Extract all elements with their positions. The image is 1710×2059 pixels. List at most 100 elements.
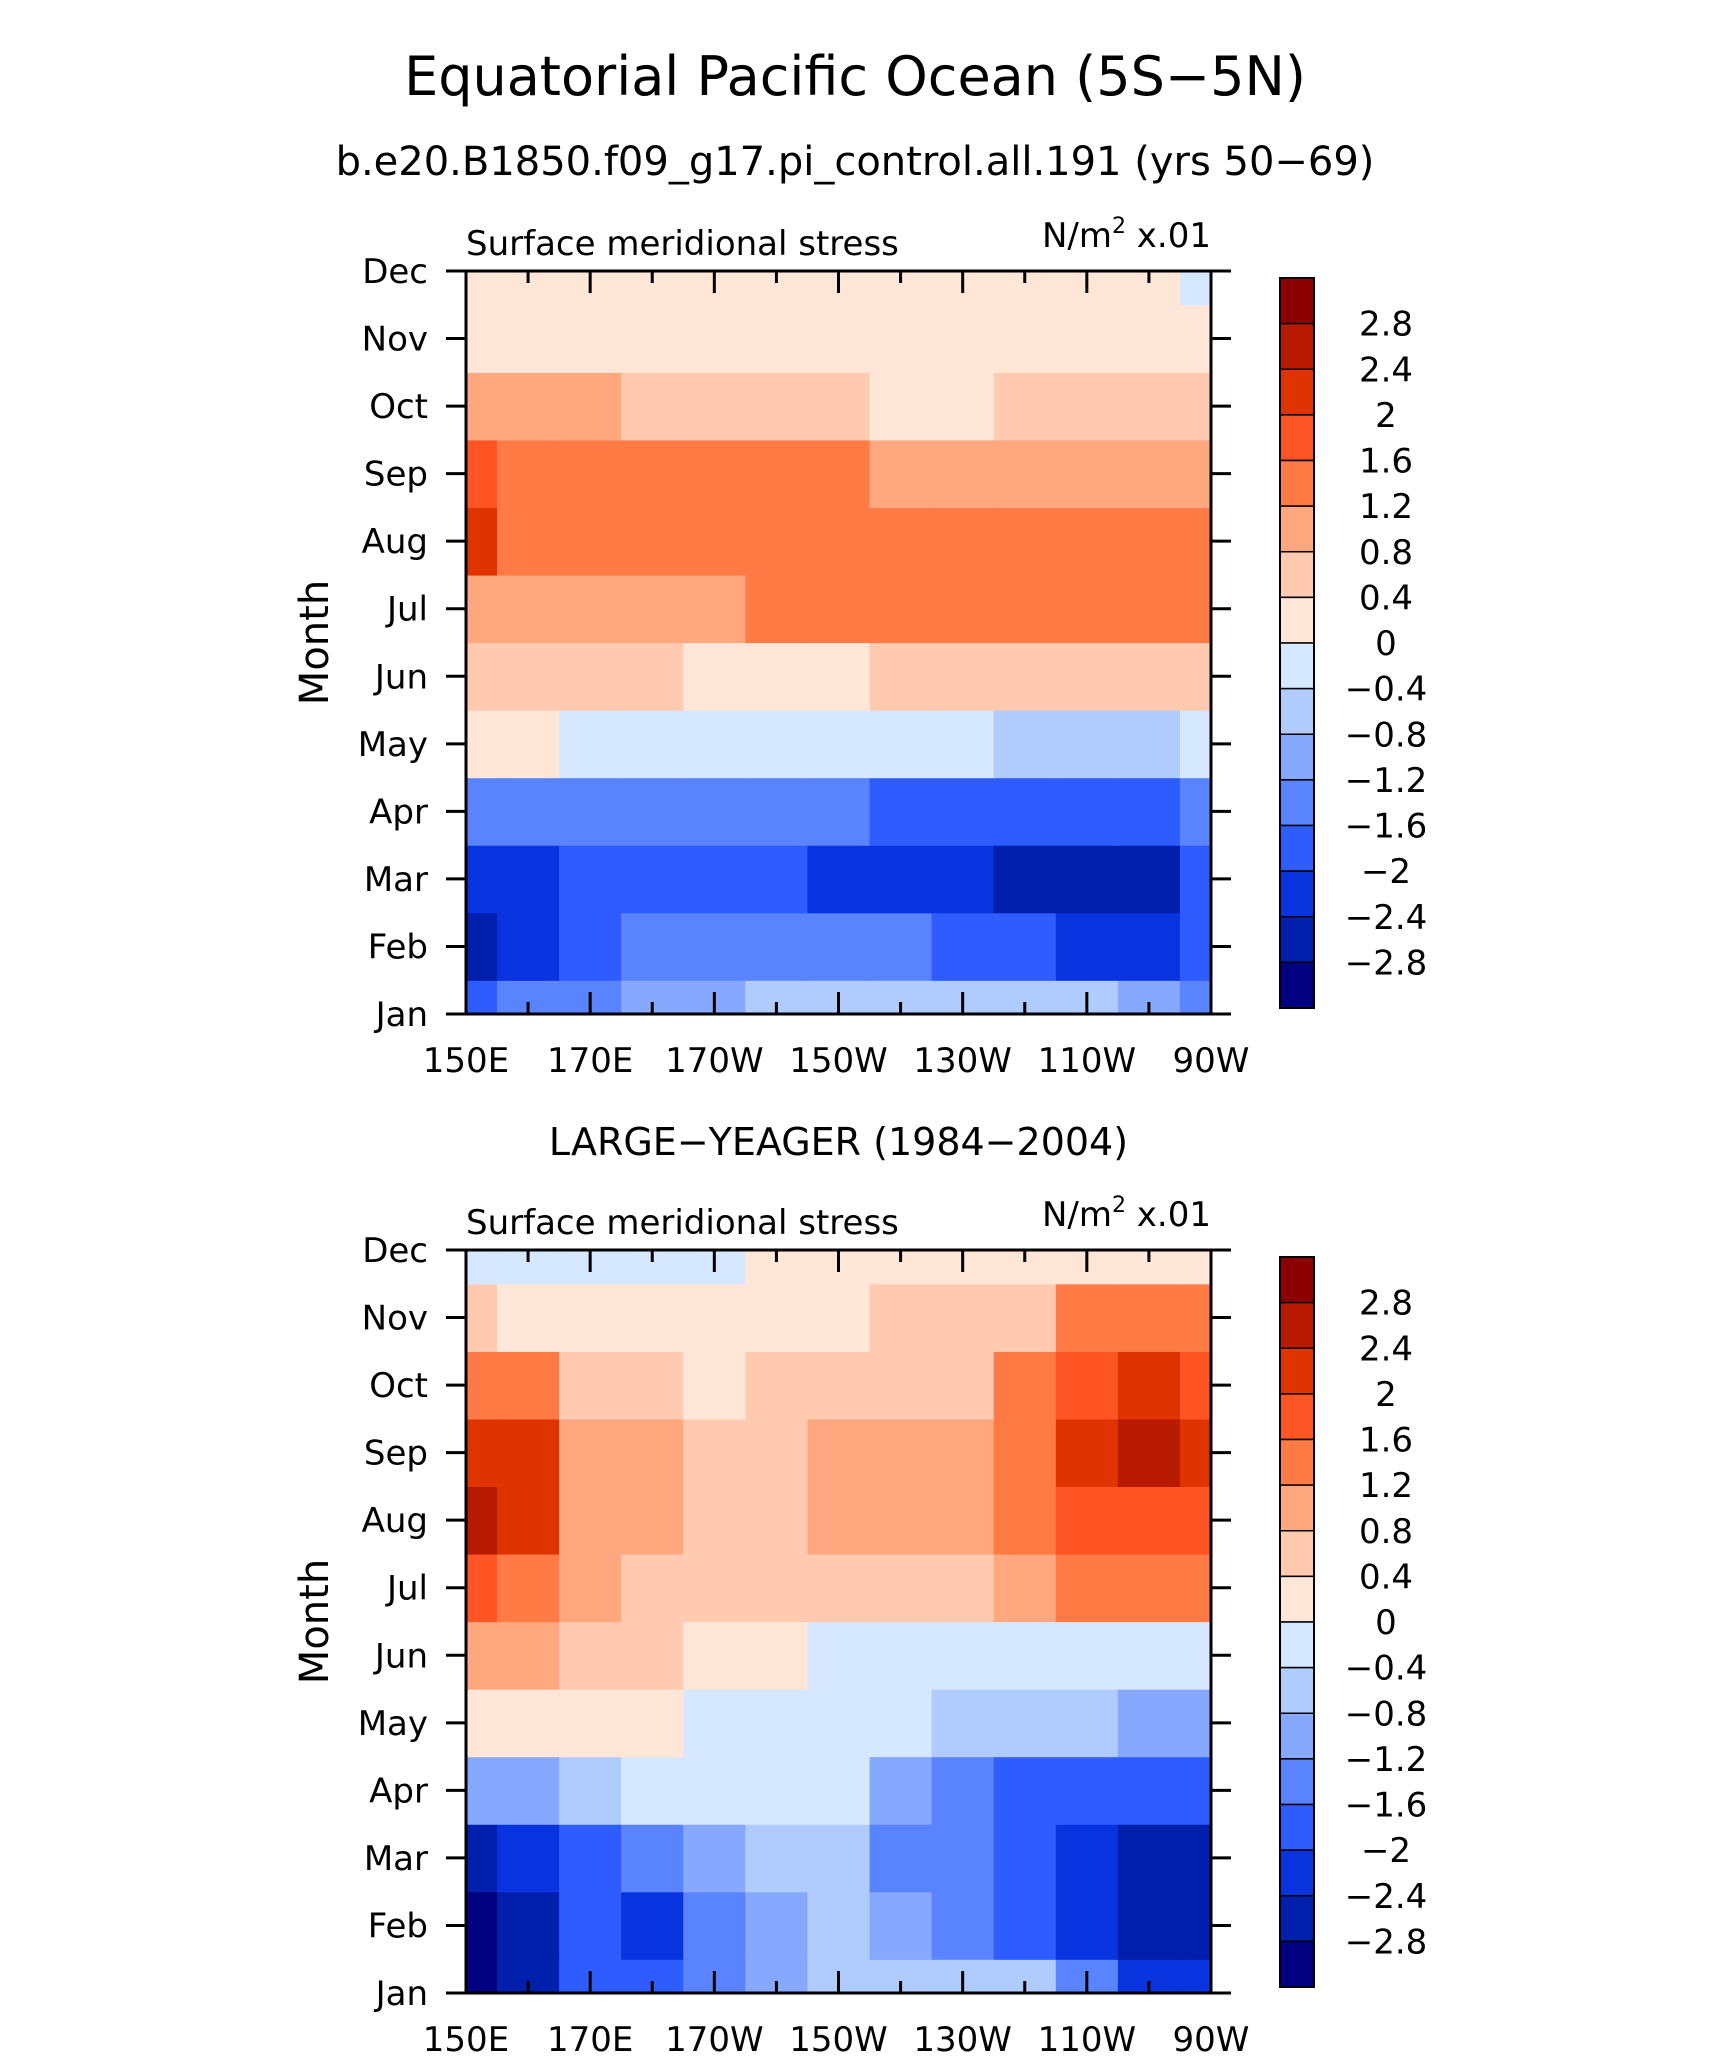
colorbar-label: 0 (1375, 624, 1397, 664)
heatmap-cell (466, 439, 498, 509)
heatmap-cell (559, 1486, 622, 1555)
heatmap-cell (1179, 1250, 1212, 1285)
heatmap-cell (931, 1418, 995, 1488)
heatmap-cell (931, 710, 995, 779)
heatmap-cell (466, 271, 498, 306)
colorbar-label: −1.6 (1345, 807, 1428, 847)
heatmap-cell (745, 1283, 809, 1352)
colorbar-box (1279, 1575, 1315, 1623)
heatmap-cell (683, 1351, 746, 1420)
heatmap-cell (1179, 1486, 1212, 1555)
heatmap-cell (1117, 304, 1181, 373)
y-tick-label: May (358, 1704, 428, 1744)
heatmap-cell (931, 1486, 995, 1555)
heatmap-cell (1117, 1553, 1181, 1623)
heatmap-cell (993, 304, 1057, 373)
heatmap-cell (466, 1250, 498, 1285)
heatmap-cell (807, 1283, 871, 1352)
y-tick-label: Jan (374, 1974, 428, 2014)
heatmap-cell (1055, 1553, 1119, 1623)
heatmap-cell (993, 845, 1057, 914)
colorbar-label: 1.6 (1359, 442, 1413, 482)
colorbar-box (1279, 733, 1315, 781)
heatmap-cell (683, 507, 746, 576)
heatmap-cell (1179, 1756, 1212, 1825)
heatmap-cell (559, 439, 622, 509)
heatmap-cell (683, 1621, 746, 1690)
heatmap-cell (931, 845, 995, 914)
heatmap-cell (1179, 1553, 1212, 1623)
heatmap-cell (559, 1824, 622, 1893)
heatmap-cell (745, 1891, 809, 1960)
heatmap-cell (1055, 1756, 1119, 1825)
heatmap-cell (993, 642, 1057, 711)
heatmap-cell (993, 372, 1057, 441)
heatmap-cell (993, 710, 1057, 779)
heatmap-cell (1179, 507, 1212, 576)
heatmap-cell (993, 1351, 1057, 1420)
heatmap-cell (466, 642, 498, 711)
heatmap-cell (1179, 372, 1212, 441)
heatmap-cell (807, 1824, 871, 1893)
heatmap-cell (621, 1824, 684, 1893)
heatmap-cell (993, 1621, 1057, 1690)
heatmap-cell (993, 777, 1057, 846)
heatmap-cell (559, 1351, 622, 1420)
heatmap-cell (1055, 1824, 1119, 1893)
heatmap-cell (1179, 304, 1212, 373)
heatmap-cell (1179, 574, 1212, 644)
variable-label: Surface meridional stress (466, 224, 899, 264)
y-tick-label: Dec (362, 252, 428, 292)
heatmap-cell (497, 710, 560, 779)
colorbar-box (1279, 642, 1315, 690)
colorbar-label: −2.8 (1345, 943, 1428, 983)
heatmap-cell (497, 1621, 560, 1690)
heatmap-cell (931, 777, 995, 846)
colorbar-label: 0 (1375, 1603, 1397, 1643)
heatmap-cell (1117, 507, 1181, 576)
x-tick-label: 110W (1038, 1041, 1137, 1081)
colorbar-box (1279, 1621, 1315, 1669)
heatmap-cell (869, 372, 933, 441)
heatmap-cell (1117, 1486, 1181, 1555)
heatmap-cell (931, 1621, 995, 1690)
colorbar-box (1279, 961, 1315, 1009)
x-tick-label: 130W (913, 1041, 1012, 1081)
heatmap-cells (466, 1250, 1212, 1994)
heatmap-cell (466, 507, 498, 576)
heatmap-cell (683, 642, 746, 711)
colorbar-label: −2.4 (1345, 1877, 1428, 1917)
heatmap-cell (807, 1689, 871, 1758)
heatmap-cell (497, 1824, 560, 1893)
x-tick-label: 150E (423, 2020, 509, 2059)
heatmap-cell (497, 845, 560, 914)
heatmap-cell (993, 1756, 1057, 1825)
heatmap-cell (745, 372, 809, 441)
heatmap-cell (621, 1553, 684, 1623)
heatmap-cell (683, 777, 746, 846)
heatmap-cell (869, 912, 933, 981)
heatmap-cell (621, 1891, 684, 1960)
colorbar-frame (1279, 277, 1315, 1009)
heatmap-cell (559, 1418, 622, 1488)
x-tick-label: 170W (665, 1041, 764, 1081)
heatmap-cell (466, 845, 498, 914)
heatmap-cell (497, 912, 560, 981)
heatmap-cell (869, 1283, 933, 1352)
units-label: N/m2 x.01 (1042, 214, 1211, 256)
heatmap-cell (1179, 845, 1212, 914)
heatmap-cell (869, 574, 933, 644)
heatmap-cell (1055, 1351, 1119, 1420)
heatmap-cell (1117, 372, 1181, 441)
heatmap-cell (683, 304, 746, 373)
colorbar-box (1279, 824, 1315, 872)
heatmap-cell (807, 777, 871, 846)
colorbar-box (1279, 1530, 1315, 1578)
heatmap-cell (1117, 1689, 1181, 1758)
colorbar-box (1279, 1438, 1315, 1486)
heatmap-cell (1179, 1891, 1212, 1960)
heatmap-cell (745, 1553, 809, 1623)
variable-label: Surface meridional stress (466, 1203, 899, 1243)
heatmap-cell (869, 845, 933, 914)
heatmap-cell (745, 642, 809, 711)
